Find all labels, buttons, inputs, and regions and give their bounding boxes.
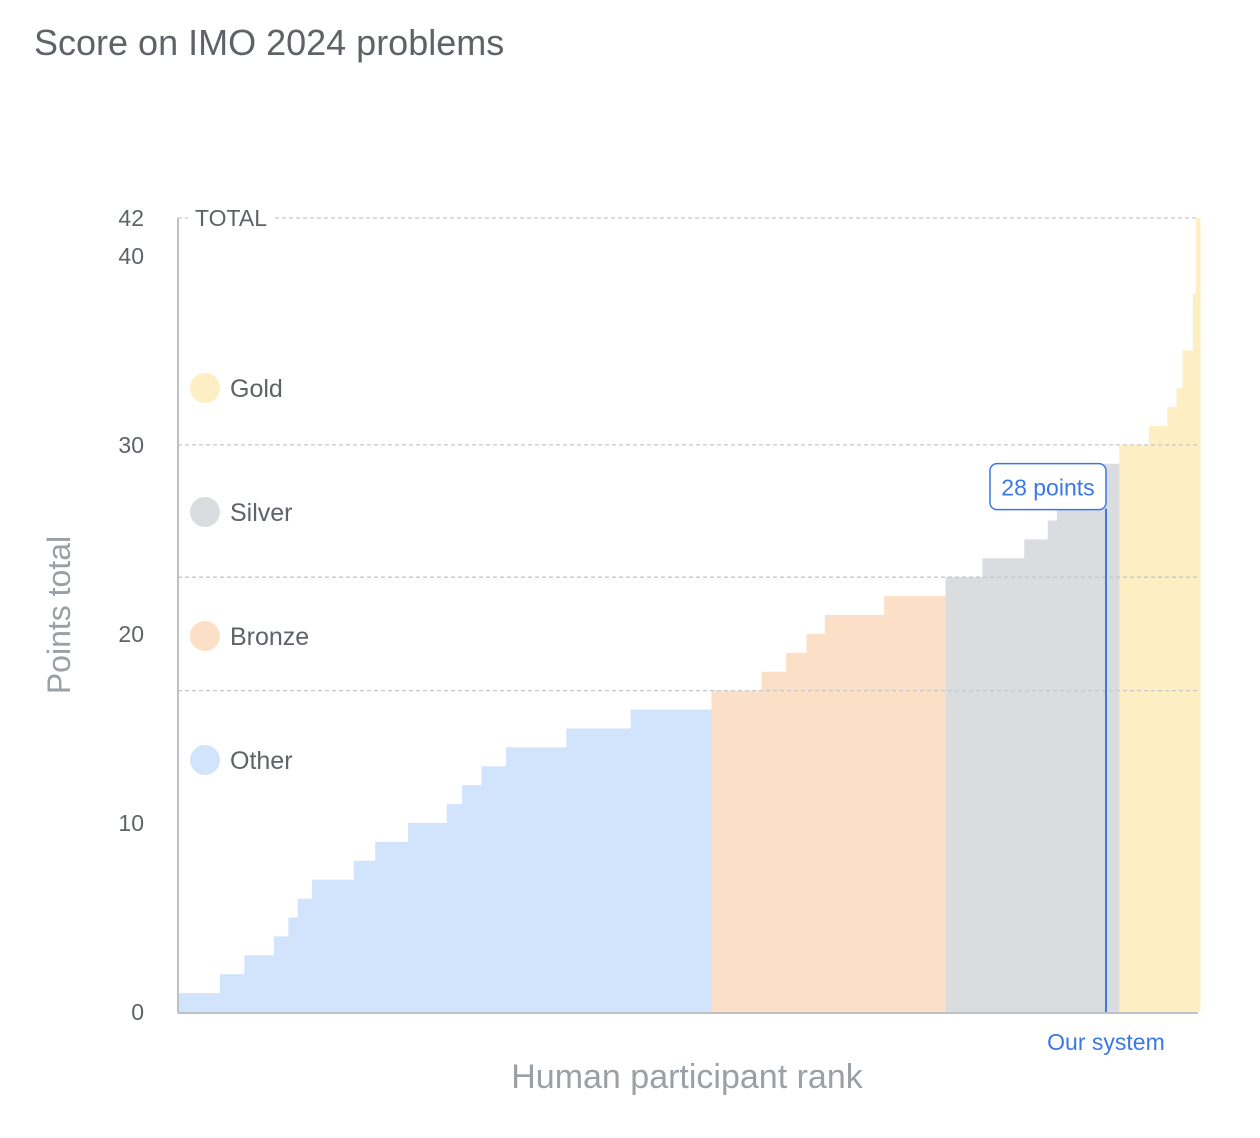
step-bar-gold [1148, 425, 1168, 1012]
step-bar-other [244, 955, 275, 1012]
y-axis-title: Points total [41, 536, 77, 694]
legend-label-bronze: Bronze [230, 623, 309, 651]
step-bar-gold [1167, 407, 1177, 1012]
x-axis-title: Human participant rank [511, 1058, 864, 1096]
step-bar-other [274, 936, 289, 1012]
step-bar-other [481, 766, 507, 1012]
step-bar-silver [1024, 539, 1049, 1012]
step-bar-silver [1070, 482, 1091, 1013]
step-bar-other [375, 841, 409, 1012]
step-bar-other [297, 898, 313, 1012]
legend-swatch-other [190, 745, 220, 775]
legend-swatch-bronze [190, 621, 220, 651]
step-bar-gold [1195, 218, 1201, 1012]
step-bar-other [288, 917, 299, 1012]
step-bar-bronze [884, 596, 947, 1012]
step-bar-bronze [761, 671, 787, 1012]
y-tick-label: 0 [131, 999, 144, 1025]
chart-title: Score on IMO 2024 problems [34, 22, 505, 63]
step-bar-other [446, 804, 463, 1012]
step-bar-silver [1056, 501, 1071, 1012]
y-tick-label: 40 [118, 243, 144, 269]
our-system-label: Our system [1047, 1029, 1165, 1055]
step-bar-silver [1089, 463, 1120, 1012]
y-tick-label: 20 [118, 621, 144, 647]
step-bar-other [219, 974, 245, 1012]
step-bar-other [566, 728, 632, 1012]
annotation-label: 28 points [1001, 475, 1094, 501]
step-bar-gold [1192, 293, 1197, 1013]
legend-swatch-gold [190, 373, 220, 403]
step-bar-gold [1182, 350, 1194, 1012]
total-label: TOTAL [195, 205, 267, 231]
step-bar-other [506, 747, 567, 1012]
legend-label-silver: Silver [230, 499, 293, 527]
step-bar-other [178, 993, 221, 1012]
step-bar-other [630, 709, 712, 1012]
step-bar-silver [945, 577, 983, 1012]
step-bar-other [311, 879, 355, 1012]
step-bar-other [462, 785, 483, 1012]
step-bar-silver [1047, 520, 1058, 1012]
annotation-box [989, 462, 1107, 511]
y-tick-label: 42 [118, 205, 144, 231]
step-bar-bronze [806, 633, 826, 1012]
step-bar-silver [982, 558, 1025, 1012]
step-bar-other [353, 860, 376, 1012]
step-bar-bronze [824, 615, 885, 1012]
step-bar-bronze [711, 690, 763, 1012]
step-bar-gold [1176, 388, 1184, 1013]
legend-label-gold: Gold [230, 375, 283, 403]
step-bar-bronze [786, 652, 808, 1012]
step-bar-other [407, 822, 448, 1012]
y-tick-label: 30 [118, 432, 144, 458]
step-bar-gold [1119, 444, 1150, 1012]
legend-swatch-silver [190, 497, 220, 527]
y-tick-label: 10 [118, 810, 144, 836]
legend-label-other: Other [230, 747, 293, 775]
